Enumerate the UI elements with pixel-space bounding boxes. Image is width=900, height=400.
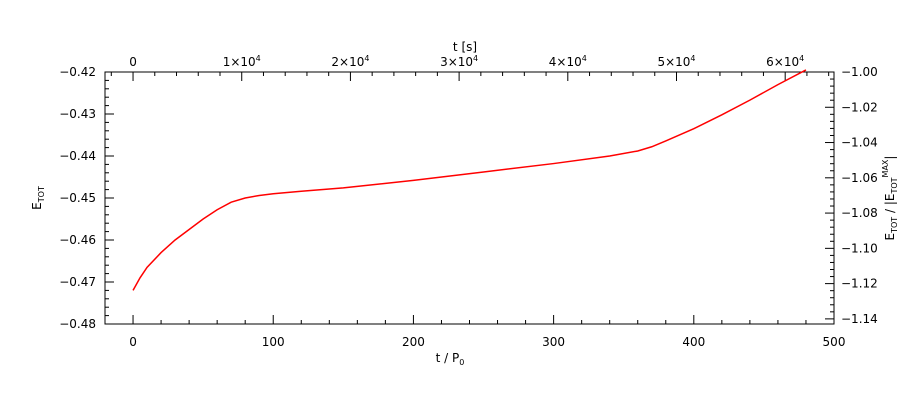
top-tick-label: 3×104 [440,54,478,69]
right-tick-label: −1.00 [841,65,878,79]
y-axis-title: ETOT [30,186,46,210]
x-axis-title: t / P0 [436,351,465,367]
top-tick-label: 2×104 [331,54,369,69]
right-tick-label: −1.10 [841,241,878,255]
series-line [132,69,807,291]
tick-marks [104,71,835,325]
right-tick-label: −1.12 [841,277,878,291]
y-tick-label: −0.42 [59,65,96,79]
right-tick-label: −1.06 [841,171,878,185]
x-tick-label: 0 [129,335,137,349]
x-tick-label: 200 [402,335,425,349]
y-tick-label: −0.47 [59,275,96,289]
top-tick-label: 1×104 [223,54,261,69]
top-tick-label: 0 [129,55,137,69]
top-tick-label: 4×104 [549,54,587,69]
right-axis-title: ETOT / |ETOTMAX| [881,156,899,241]
x-tick-label: 400 [682,335,705,349]
right-tick-label: −1.04 [841,136,878,150]
y-tick-label: −0.46 [59,233,96,247]
x-tick-label: 100 [262,335,285,349]
right-tick-label: −1.02 [841,100,878,114]
top-tick-label: 6×104 [766,54,804,69]
right-tick-label: −1.08 [841,206,878,220]
y-tick-label: −0.45 [59,191,96,205]
tick-labels: 0 100 200 300 400 500 0 1×104 2×104 3×104 4×104 5×1… [59,54,878,349]
plot-frame [104,71,835,325]
x-tick-label: 500 [823,335,846,349]
y-tick-label: −0.48 [59,317,96,331]
x-tick-label: 300 [542,335,565,349]
top-axis-title: t [s] [453,40,477,54]
right-tick-label: −1.14 [841,312,878,326]
y-tick-label: −0.43 [59,107,96,121]
top-tick-label: 5×104 [657,54,695,69]
y-tick-label: −0.44 [59,149,96,163]
